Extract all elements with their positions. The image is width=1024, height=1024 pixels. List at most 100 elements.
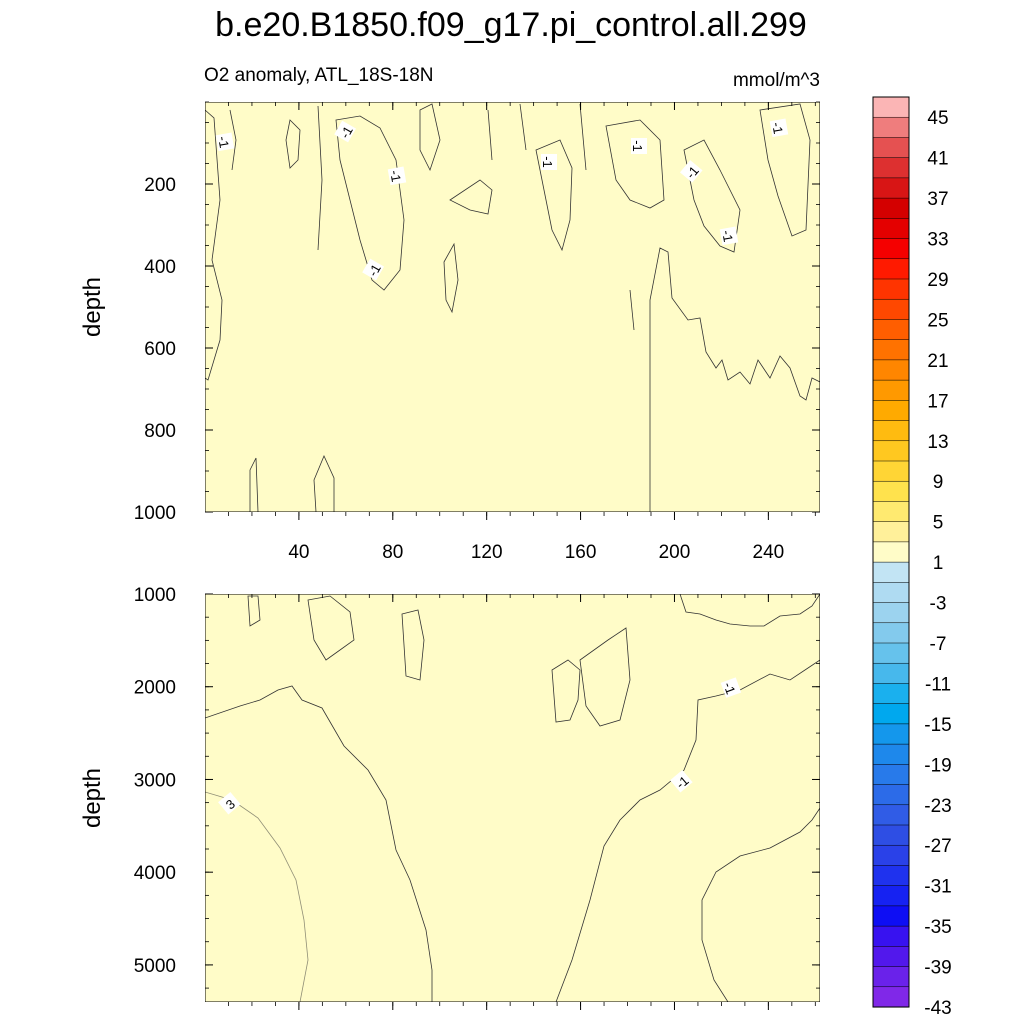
colorbar-box (872, 986, 910, 1008)
colorbar-box (872, 844, 910, 866)
colorbar-box (872, 764, 910, 786)
colorbar-box (872, 359, 910, 381)
upper-negative-blob-d (683, 139, 741, 253)
contour-label-background (362, 258, 385, 281)
colorbar-box (872, 177, 910, 199)
colorbar-box (872, 683, 910, 705)
colorbar-box (872, 885, 910, 907)
x-tick-label: 240 (753, 542, 785, 563)
colorbar-box (872, 865, 910, 887)
contour-label-text: -1 (387, 169, 404, 183)
contour-label-background (631, 138, 647, 154)
colorbar-box (872, 96, 910, 118)
contour-label: -1 (670, 769, 693, 793)
colorbar-box (872, 642, 910, 664)
x-tick-label: 40 (288, 542, 309, 563)
colorbar-box (872, 460, 910, 482)
upper-negative-blob-c (605, 119, 665, 209)
lower-positive-blob-2 (579, 627, 631, 727)
contour-label: -1 (769, 118, 789, 138)
upper-negative-blob-h (313, 454, 335, 512)
y-tick-label: 1000 (134, 585, 176, 606)
lower-negative-3-region (701, 807, 820, 1002)
upper-positive-region (649, 247, 820, 512)
upper-negative-blob-a (335, 115, 405, 291)
lower-negative-blob-3 (247, 595, 261, 627)
upper-background-field (205, 102, 820, 512)
y-tick-label: 2000 (134, 678, 176, 699)
colorbar-box (872, 379, 910, 401)
contour-label: -1 (721, 677, 742, 698)
x-tick-label: 120 (471, 542, 503, 563)
upper-negative-blob-e (759, 103, 811, 237)
lower-background-field (205, 594, 820, 1002)
colorbar-box (872, 238, 910, 260)
colorbar-box (872, 278, 910, 300)
colorbar-tick-label: -23 (924, 796, 951, 817)
lower-axes: 1000 2000 3000 4000 5000 depth (79, 585, 820, 1010)
y-axis-label: depth (79, 277, 106, 337)
lower-panel: 3 -1 -1 1000 2000 3000 4000 5000 depth (79, 585, 820, 1010)
colorbar-box (872, 298, 910, 320)
colorbar-tick-label: -11 (925, 674, 951, 695)
x-tick-label: 80 (382, 542, 403, 563)
contour-label: -1 (387, 166, 407, 186)
upper-panel: -1 -1 -1 -1 -1 -1 -1 -1 -1 200 400 600 800 1000 depth… (79, 101, 820, 563)
colorbar-tick-label: -31 (924, 877, 951, 898)
colorbar-tick-label: -27 (924, 836, 951, 857)
chart-title: b.e20.B1850.f09_g17.pi_control.all.299 (215, 6, 807, 44)
colorbar-box (872, 602, 910, 624)
y-tick-label: 400 (144, 257, 176, 278)
lower-negative-blob-2 (401, 609, 425, 681)
chart-subtitle-left: O2 anomaly, ATL_18S-18N (204, 65, 434, 86)
colorbar-box (872, 157, 910, 179)
colorbar-box (872, 218, 910, 240)
contour-label: -1 (334, 120, 357, 143)
contour-label: -1 (540, 154, 557, 170)
upper-negative-blob-b (535, 139, 573, 252)
colorbar-box (872, 743, 910, 765)
contour-label-text: -1 (719, 229, 736, 243)
upper-contour-lines (229, 103, 635, 331)
contour-label-background (541, 154, 557, 170)
colorbar-tick-label: -43 (924, 998, 951, 1019)
contour-label-background (387, 166, 407, 186)
contour-label: 3 (218, 791, 241, 815)
contour-label: -1 (362, 258, 385, 281)
colorbar-box (872, 561, 910, 583)
upper-axes: 200 400 600 800 1000 depth 40 80 120 160 200 240 (79, 101, 820, 563)
contour-label-background (334, 120, 357, 143)
colorbar-box (872, 400, 910, 422)
colorbar-box (872, 784, 910, 806)
contour-label-background (218, 791, 241, 815)
colorbar-box (872, 420, 910, 442)
upper-negative-blob-f (443, 242, 459, 314)
y-axis-label: depth (79, 768, 106, 828)
colorbar-box (872, 905, 910, 927)
colorbar-tick-label: 25 (927, 310, 948, 331)
y-tick-label: 800 (144, 421, 176, 442)
colorbar-box (872, 946, 910, 968)
colorbar-box (872, 116, 910, 138)
x-tick-label: 160 (565, 542, 597, 563)
colorbar-box (872, 541, 910, 563)
colorbar-box (872, 662, 910, 684)
colorbar-tick-label: 17 (927, 391, 948, 412)
colorbar-box (872, 804, 910, 826)
colorbar-tick-label: 1 (933, 553, 944, 574)
colorbar-tick-label: 33 (927, 230, 948, 251)
contour-label-text: -1 (540, 156, 555, 168)
y-tick-label: 4000 (134, 863, 176, 884)
colorbar-tick-label: 21 (927, 351, 948, 372)
lower-positive-3-region (205, 685, 433, 1002)
colorbar-frame (872, 96, 910, 1008)
colorbar-tick-label: -35 (924, 917, 951, 938)
lower-negative-blob-1 (307, 595, 355, 661)
colorbar-tick-label: 13 (927, 432, 948, 453)
colorbar-tick-label: 37 (927, 189, 948, 210)
contour-label-text: -1 (769, 121, 786, 135)
colorbar-tick-label: -19 (924, 755, 951, 776)
colorbar-tick-label: 9 (933, 472, 944, 493)
colorbar-tick-label: -7 (930, 634, 947, 655)
colorbar-tick-label: 45 (927, 108, 948, 129)
